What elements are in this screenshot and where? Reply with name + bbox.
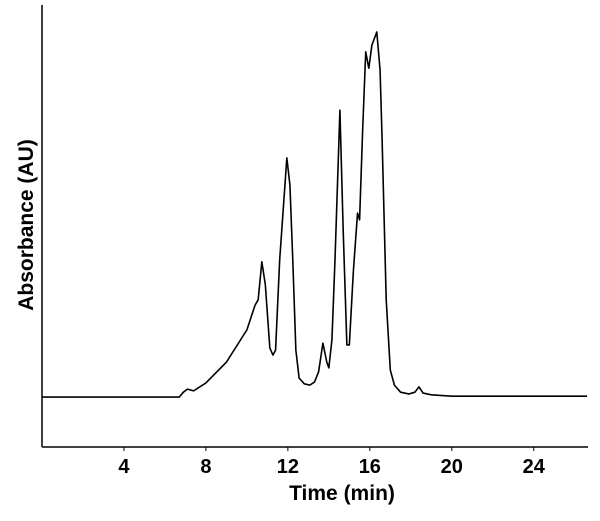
x-tick-label: 24 xyxy=(523,456,546,478)
x-tick-label: 12 xyxy=(277,456,299,478)
x-tick-label: 20 xyxy=(441,456,463,478)
x-axis-label: Time (min) xyxy=(289,482,395,505)
x-tick-label: 4 xyxy=(118,456,130,478)
trace-line xyxy=(42,31,587,398)
y-axis-label: Absorbance (AU) xyxy=(15,139,38,311)
x-tick-label: 8 xyxy=(200,456,211,478)
x-tick-label: 16 xyxy=(359,456,381,478)
